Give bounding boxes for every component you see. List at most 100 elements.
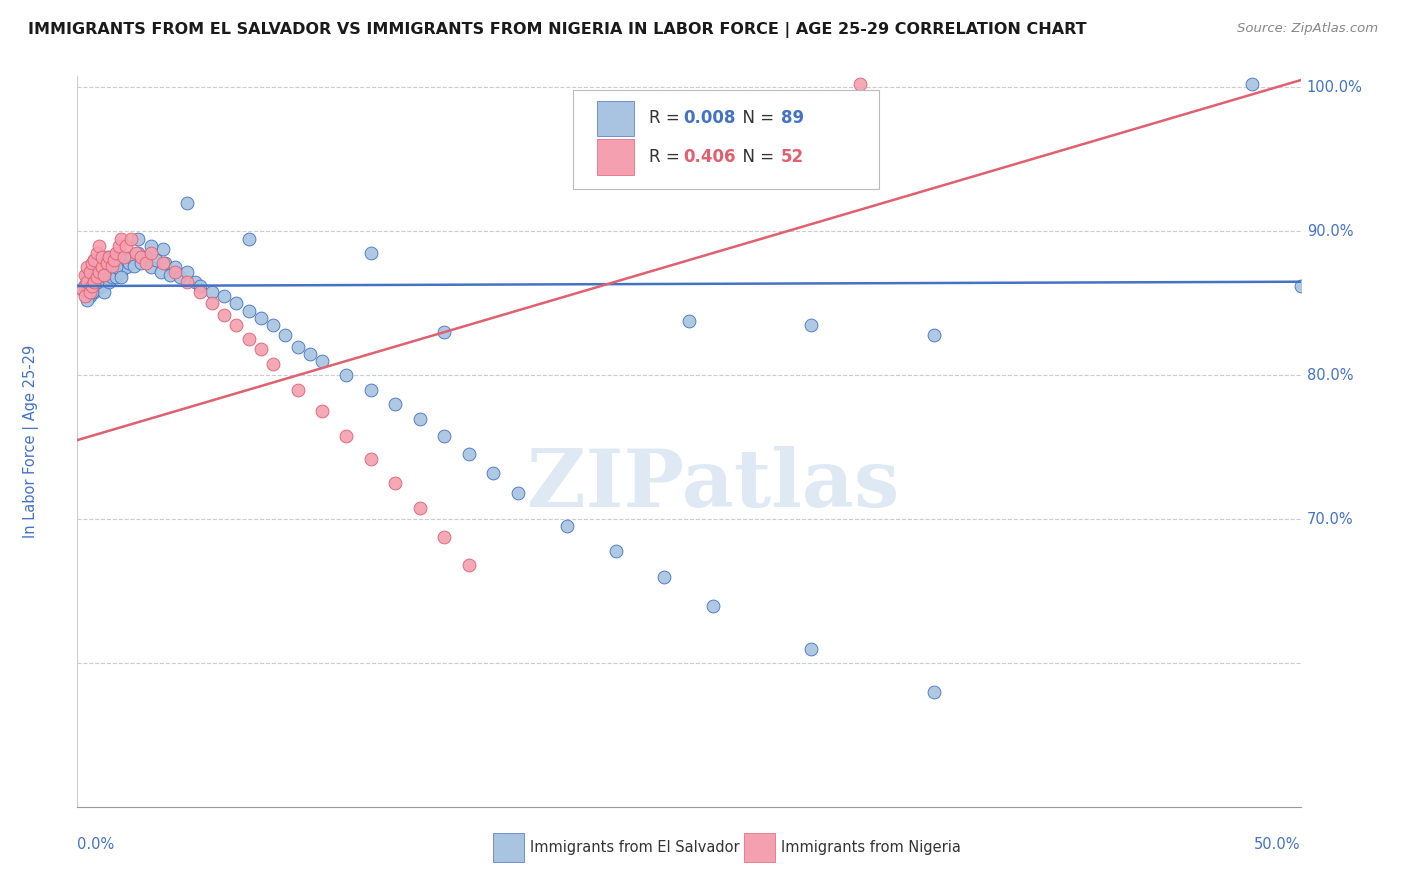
Text: 90.0%: 90.0% (1306, 224, 1353, 239)
Text: 89: 89 (780, 109, 804, 128)
Point (110, 265, 132, 279)
Point (105, 246, 128, 260)
Point (225, 318, 247, 332)
Point (169, 270, 191, 285)
Point (105, 270, 128, 285)
Text: 70.0%: 70.0% (1306, 512, 1354, 527)
Point (201, 285, 224, 299)
Point (100, 270, 122, 285)
Point (105, 260, 128, 275)
Point (433, 325, 456, 339)
Point (135, 256, 157, 270)
Text: N =: N = (731, 109, 779, 128)
Point (112, 253, 135, 268)
Point (76, 286, 98, 301)
Point (188, 279, 211, 293)
Point (384, 397, 406, 411)
Point (110, 231, 132, 245)
Point (89, 265, 111, 279)
Point (212, 308, 235, 322)
Point (118, 256, 141, 270)
Text: In Labor Force | Age 25-29: In Labor Force | Age 25-29 (22, 345, 39, 538)
Point (115, 260, 138, 275)
Point (70, 282, 93, 296)
FancyBboxPatch shape (744, 833, 775, 862)
Point (80, 285, 103, 299)
Point (360, 451, 382, 466)
Point (184, 275, 207, 289)
Point (96, 250, 118, 264)
Point (96, 256, 118, 270)
Text: Source: ZipAtlas.com: Source: ZipAtlas.com (1237, 22, 1378, 36)
Point (159, 268, 181, 282)
Point (225, 296, 247, 310)
Point (433, 530, 456, 544)
FancyBboxPatch shape (572, 90, 879, 189)
Point (176, 275, 198, 289)
Point (83, 253, 105, 268)
Point (93, 253, 115, 268)
Point (384, 476, 406, 491)
Point (90, 268, 112, 282)
Point (135, 250, 157, 264)
Point (155, 256, 177, 270)
Point (90, 260, 112, 275)
Point (125, 246, 148, 260)
Point (115, 238, 138, 252)
Point (409, 500, 432, 515)
Point (482, 467, 505, 481)
Point (90, 250, 112, 264)
Point (250, 343, 273, 357)
FancyBboxPatch shape (598, 101, 634, 136)
Point (98, 260, 121, 275)
Point (555, 519, 578, 533)
Point (103, 253, 125, 268)
Text: 50.0%: 50.0% (1254, 837, 1301, 852)
Point (335, 368, 357, 383)
Text: Immigrants from El Salvador: Immigrants from El Salvador (530, 840, 740, 855)
Text: 0.0%: 0.0% (77, 837, 114, 852)
Point (122, 259, 145, 273)
Point (165, 260, 187, 275)
Point (129, 250, 152, 264)
Point (79, 289, 101, 303)
Point (127, 231, 149, 245)
Text: 80.0%: 80.0% (1306, 368, 1353, 383)
Point (73, 277, 96, 292)
Point (100, 250, 122, 264)
Point (86, 270, 108, 285)
Point (287, 383, 309, 397)
Point (127, 246, 149, 260)
Point (152, 242, 174, 256)
Point (83, 275, 105, 289)
Point (457, 558, 479, 573)
Point (89, 238, 111, 252)
Text: R =: R = (648, 148, 685, 166)
Point (212, 289, 235, 303)
Point (70, 282, 93, 296)
Point (250, 310, 273, 325)
Point (79, 265, 101, 279)
Point (1289, 279, 1312, 293)
Point (103, 265, 125, 279)
Point (80, 279, 103, 293)
Text: 100.0%: 100.0% (1306, 80, 1362, 95)
Point (110, 270, 132, 285)
Point (311, 354, 333, 368)
Point (654, 570, 676, 584)
Point (262, 357, 284, 371)
Point (86, 275, 108, 289)
Point (201, 296, 224, 310)
Point (152, 256, 174, 270)
Point (80, 260, 103, 275)
Point (93, 285, 115, 299)
Point (93, 268, 115, 282)
Point (1240, 78, 1263, 92)
Point (83, 285, 105, 299)
Point (922, 685, 945, 699)
Point (457, 448, 479, 462)
Point (139, 260, 162, 275)
Point (86, 282, 108, 296)
Point (89, 256, 111, 270)
Point (108, 260, 131, 275)
